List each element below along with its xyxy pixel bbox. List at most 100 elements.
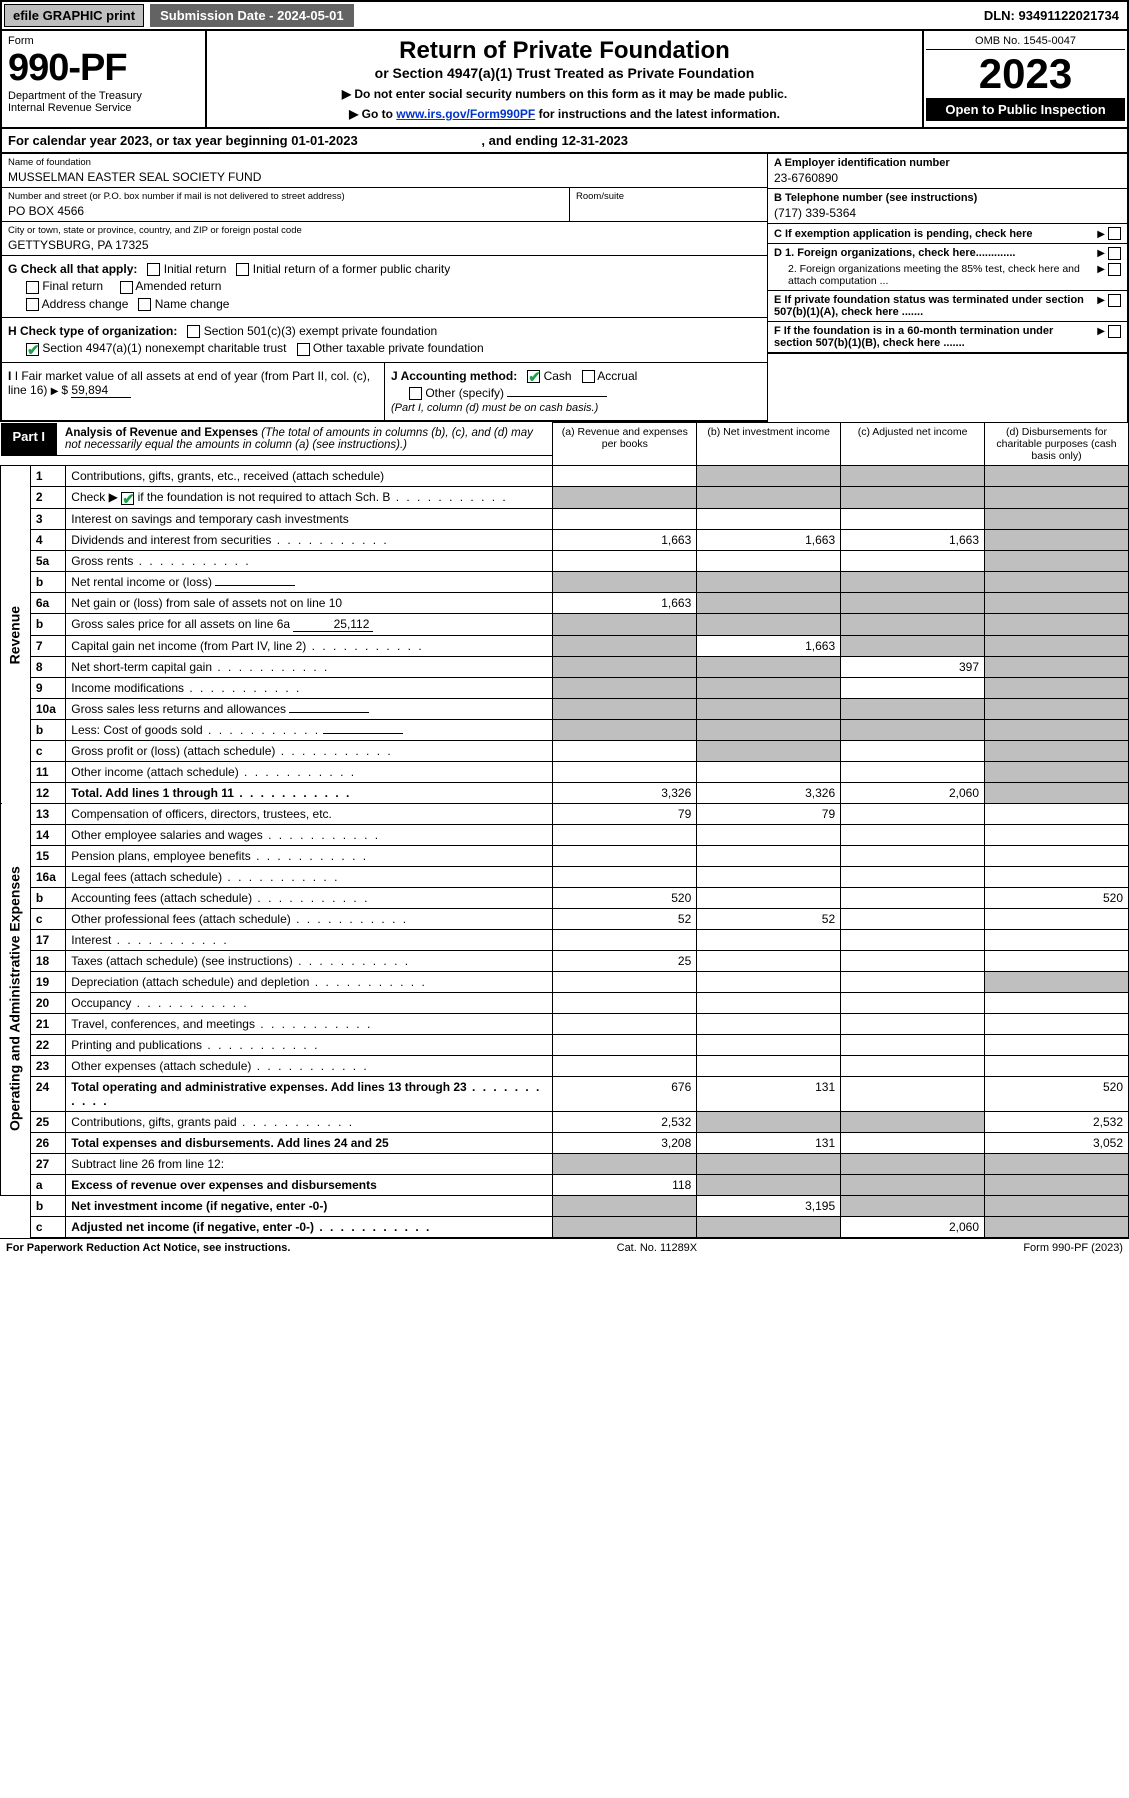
chk-initial-return[interactable] — [147, 263, 160, 276]
h-label: H Check type of organization: — [8, 324, 177, 338]
submission-date: Submission Date - 2024-05-01 — [150, 4, 354, 27]
opt-initial-return: Initial return — [164, 262, 227, 276]
i-label: I Fair market value of all assets at end… — [8, 369, 370, 397]
room-label: Room/suite — [576, 191, 761, 202]
form-ref: Form 990-PF (2023) — [1023, 1242, 1123, 1254]
r16c-b: 52 — [697, 908, 841, 929]
opt-initial-former: Initial return of a former public charit… — [253, 262, 450, 276]
row18-desc: Taxes (attach schedule) (see instruction… — [66, 950, 553, 971]
row13-desc: Compensation of officers, directors, tru… — [66, 803, 553, 824]
r12-a: 3,326 — [553, 782, 697, 803]
ein-label: A Employer identification number — [774, 157, 1121, 169]
goto-pre: ▶ Go to — [349, 107, 396, 121]
ein-value: 23-6760890 — [774, 171, 1121, 185]
form990pf-link[interactable]: www.irs.gov/Form990PF — [396, 107, 535, 121]
r24-d: 520 — [985, 1076, 1129, 1111]
city-label: City or town, state or province, country… — [8, 225, 761, 236]
col-c-hdr: (c) Adjusted net income — [841, 423, 985, 466]
foundation-name: MUSSELMAN EASTER SEAL SOCIETY FUND — [8, 170, 761, 184]
opt-cash: Cash — [544, 369, 572, 383]
efile-print-btn[interactable]: efile GRAPHIC print — [4, 4, 144, 27]
part1-tag: Part I — [1, 423, 58, 455]
col-a-hdr: (a) Revenue and expenses per books — [553, 423, 697, 466]
row23-desc: Other expenses (attach schedule) — [66, 1055, 553, 1076]
opt-accrual: Accrual — [597, 369, 637, 383]
opt-amended-return: Amended return — [135, 279, 221, 293]
chk-name-change[interactable] — [138, 298, 151, 311]
r12-c: 2,060 — [841, 782, 985, 803]
chk-amended-return[interactable] — [120, 281, 133, 294]
section-ij: I I Fair market value of all assets at e… — [2, 363, 767, 423]
chk-e[interactable] — [1108, 294, 1121, 307]
r16c-a: 52 — [553, 908, 697, 929]
r27a-a: 118 — [553, 1174, 697, 1195]
row10c-desc: Gross profit or (loss) (attach schedule) — [66, 740, 553, 761]
chk-other-method[interactable] — [409, 387, 422, 400]
irs-label: Internal Revenue Service — [8, 102, 199, 114]
row16c-desc: Other professional fees (attach schedule… — [66, 908, 553, 929]
d2-label: 2. Foreign organizations meeting the 85%… — [788, 263, 1094, 287]
row16a-desc: Legal fees (attach schedule) — [66, 866, 553, 887]
part1-desc: Analysis of Revenue and Expenses (The to… — [57, 423, 552, 455]
r24-b: 131 — [697, 1076, 841, 1111]
row25-desc: Contributions, gifts, grants paid — [66, 1111, 553, 1132]
fmv-value: 59,894 — [71, 383, 131, 398]
row12-desc: Total. Add lines 1 through 11 — [66, 782, 553, 803]
opt-other-method: Other (specify) — [425, 386, 504, 400]
chk-d2[interactable] — [1108, 263, 1121, 276]
row17-desc: Interest — [66, 929, 553, 950]
row20-desc: Occupancy — [66, 992, 553, 1013]
f-label: F If the foundation is in a 60-month ter… — [774, 325, 1094, 349]
chk-cash[interactable] — [527, 370, 540, 383]
calyear-end: , and ending 12-31-2023 — [481, 133, 628, 148]
row15-desc: Pension plans, employee benefits — [66, 845, 553, 866]
row7-desc: Capital gain net income (from Part IV, l… — [66, 635, 553, 656]
r8-c: 397 — [841, 656, 985, 677]
row3-desc: Interest on savings and temporary cash i… — [66, 508, 553, 529]
opt-name-change: Name change — [155, 297, 230, 311]
r4-a: 1,663 — [553, 529, 697, 550]
row8-desc: Net short-term capital gain — [66, 656, 553, 677]
row10a-desc: Gross sales less returns and allowances — [66, 698, 553, 719]
row10b-desc: Less: Cost of goods sold — [66, 719, 553, 740]
r26-b: 131 — [697, 1132, 841, 1153]
chk-schb[interactable] — [121, 492, 134, 505]
chk-d1[interactable] — [1108, 247, 1121, 260]
row2-desc: Check ▶ if the foundation is not require… — [66, 487, 553, 508]
name-label: Name of foundation — [8, 157, 761, 168]
chk-accrual[interactable] — [582, 370, 595, 383]
chk-final-return[interactable] — [26, 281, 39, 294]
r4-b: 1,663 — [697, 529, 841, 550]
cat-no: Cat. No. 11289X — [617, 1242, 698, 1254]
r27c-c: 2,060 — [841, 1216, 985, 1237]
tel-value: (717) 339-5364 — [774, 206, 1121, 220]
col-b-hdr: (b) Net investment income — [697, 423, 841, 466]
chk-501c3[interactable] — [187, 325, 200, 338]
c-label: C If exemption application is pending, c… — [774, 228, 1094, 240]
r13-a: 79 — [553, 803, 697, 824]
omb-number: OMB No. 1545-0047 — [926, 33, 1125, 50]
chk-other-taxable[interactable] — [297, 343, 310, 356]
r24-a: 676 — [553, 1076, 697, 1111]
chk-f[interactable] — [1108, 325, 1121, 338]
row1-desc: Contributions, gifts, grants, etc., rece… — [66, 466, 553, 487]
form-header: Form 990-PF Department of the Treasury I… — [0, 31, 1129, 129]
entity-info: Name of foundation MUSSELMAN EASTER SEAL… — [0, 154, 1129, 422]
row22-desc: Printing and publications — [66, 1034, 553, 1055]
goto-post: for instructions and the latest informat… — [535, 107, 780, 121]
row14-desc: Other employee salaries and wages — [66, 824, 553, 845]
r16b-d: 520 — [985, 887, 1129, 908]
chk-address-change[interactable] — [26, 298, 39, 311]
r7-b: 1,663 — [697, 635, 841, 656]
row27b-desc: Net investment income (if negative, ente… — [66, 1195, 553, 1216]
chk-initial-former[interactable] — [236, 263, 249, 276]
ssn-note: ▶ Do not enter social security numbers o… — [217, 87, 912, 101]
j-note: (Part I, column (d) must be on cash basi… — [391, 402, 761, 414]
e-label: E If private foundation status was termi… — [774, 294, 1094, 318]
chk-4947a1[interactable] — [26, 343, 39, 356]
row5a-desc: Gross rents — [66, 550, 553, 571]
row16b-desc: Accounting fees (attach schedule) — [66, 887, 553, 908]
r13-b: 79 — [697, 803, 841, 824]
row4-desc: Dividends and interest from securities — [66, 529, 553, 550]
chk-c[interactable] — [1108, 227, 1121, 240]
